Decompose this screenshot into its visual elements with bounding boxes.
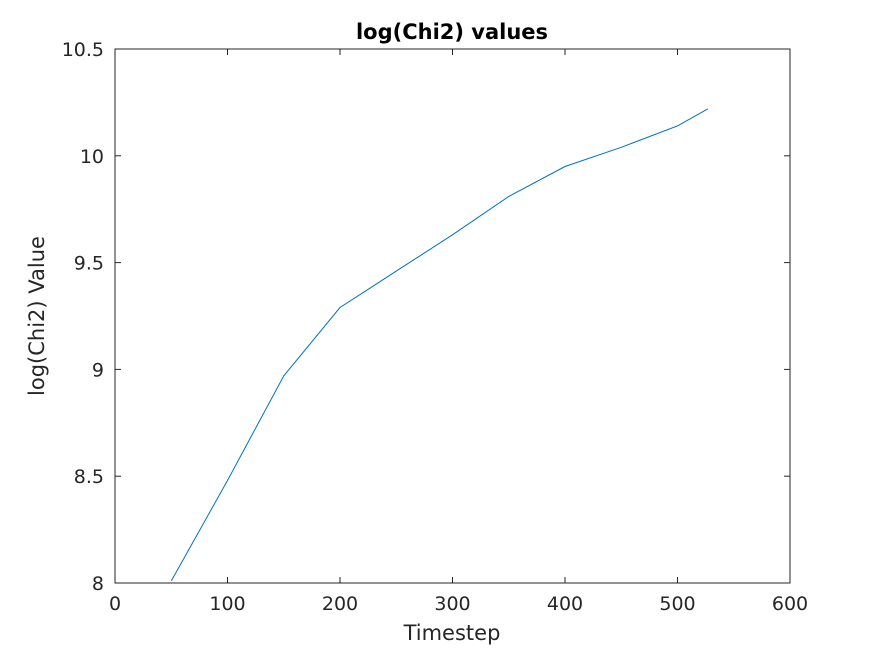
y-tick-label: 8.5 (74, 466, 104, 488)
series-layer (170, 108, 709, 582)
y-tick-label: 10 (80, 146, 104, 168)
ticks-layer: 0 100 200 300 400 500 600 8 8.5 9 9.5 10 10.5 (62, 39, 808, 615)
x-tick-label: 300 (434, 593, 470, 615)
x-tick-label: 500 (659, 593, 695, 615)
chart-title: log(Chi2) values (356, 20, 548, 44)
x-tick-label: 200 (322, 593, 358, 615)
y-tick-label: 9 (92, 359, 104, 381)
y-tick-label: 8 (92, 573, 104, 595)
y-tick-label: 9.5 (74, 253, 104, 275)
x-tick-label: 600 (772, 593, 808, 615)
x-axis-label: Timestep (403, 621, 501, 645)
series-line (170, 108, 709, 582)
y-tick-label: 10.5 (62, 39, 104, 61)
x-tick-label: 100 (209, 593, 245, 615)
x-tick-label: 400 (547, 593, 583, 615)
x-tick-label: 0 (109, 593, 121, 615)
y-axis-label: log(Chi2) Value (25, 236, 49, 396)
